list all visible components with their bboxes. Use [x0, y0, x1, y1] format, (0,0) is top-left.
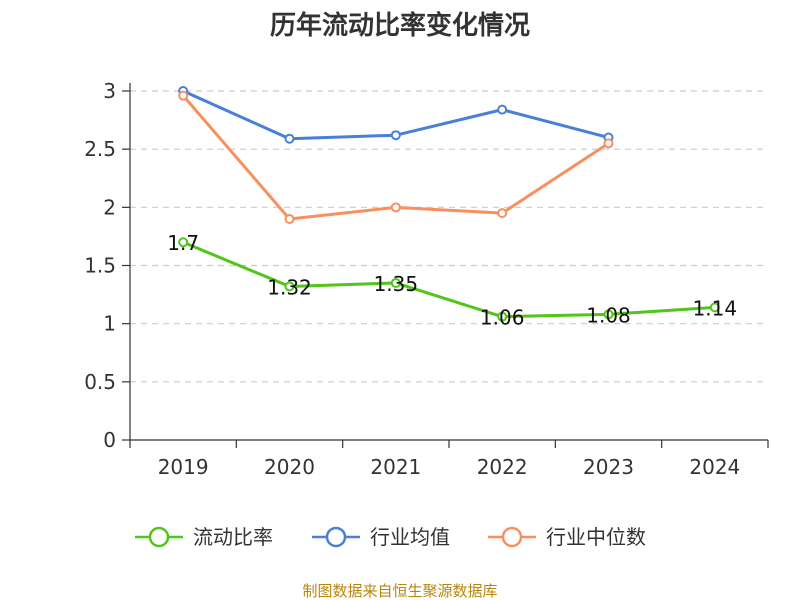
y-tick-label: 1.5 — [84, 254, 116, 278]
data-point — [178, 90, 189, 101]
data-label: 1.14 — [693, 296, 738, 320]
data-label: 1.32 — [267, 275, 312, 299]
legend-label: 流动比率 — [193, 525, 273, 549]
data-label: 1.08 — [586, 303, 631, 327]
legend: 流动比率 行业均值 行业中位数 — [135, 525, 646, 549]
source-note: 制图数据来自恒生聚源数据库 — [302, 582, 497, 600]
x-tick-label: 2024 — [689, 455, 740, 479]
x-tick-label: 2022 — [477, 455, 528, 479]
y-tick-label: 1 — [103, 312, 116, 336]
legend-label: 行业中位数 — [546, 525, 646, 549]
data-label: 1.06 — [480, 306, 525, 330]
legend-label: 行业均值 — [370, 525, 450, 549]
data-point — [284, 133, 295, 144]
data-point — [284, 281, 295, 292]
x-tick-label: 2020 — [264, 455, 315, 479]
legend-item[interactable]: 流动比率 — [135, 525, 273, 549]
data-point — [390, 277, 401, 288]
data-label: 1.35 — [374, 272, 419, 296]
x-tick-label: 2021 — [370, 455, 421, 479]
series-line — [182, 94, 610, 221]
data-point — [709, 302, 720, 313]
data-point — [497, 208, 508, 219]
grid-lines — [130, 90, 768, 383]
legend-item[interactable]: 行业均值 — [312, 525, 450, 549]
legend-swatch-marker — [501, 526, 523, 548]
data-point — [284, 213, 295, 224]
data-point — [497, 311, 508, 322]
chart-title: 历年流动比率变化情况 — [270, 10, 530, 41]
series-line — [182, 240, 715, 319]
y-tick-label: 2 — [103, 195, 116, 219]
y-tick-label: 0.5 — [84, 370, 116, 394]
series-lines — [178, 86, 720, 322]
legend-swatch-marker — [148, 526, 170, 548]
data-label: 1.7 — [167, 231, 199, 255]
legend-item[interactable]: 行业中位数 — [488, 525, 646, 549]
data-labels: 1.7 1.32 1.35 1.06 1.08 1.14 — [167, 231, 737, 329]
legend-swatch-marker — [325, 526, 347, 548]
y-tick-label: 0 — [103, 428, 116, 452]
data-point — [390, 130, 401, 141]
x-tick-label: 2019 — [158, 455, 209, 479]
data-point — [603, 309, 614, 320]
y-tick-label: 3 — [103, 79, 116, 103]
y-tick-label: 2.5 — [84, 137, 116, 161]
data-point — [390, 202, 401, 213]
x-tick-label: 2023 — [583, 455, 634, 479]
data-point — [178, 237, 189, 248]
axes: 0 0.5 1 1.5 2 2.5 3 2019 2020 2021 2022 2023 2024 — [84, 79, 769, 479]
data-point — [497, 104, 508, 115]
data-point — [603, 138, 614, 149]
